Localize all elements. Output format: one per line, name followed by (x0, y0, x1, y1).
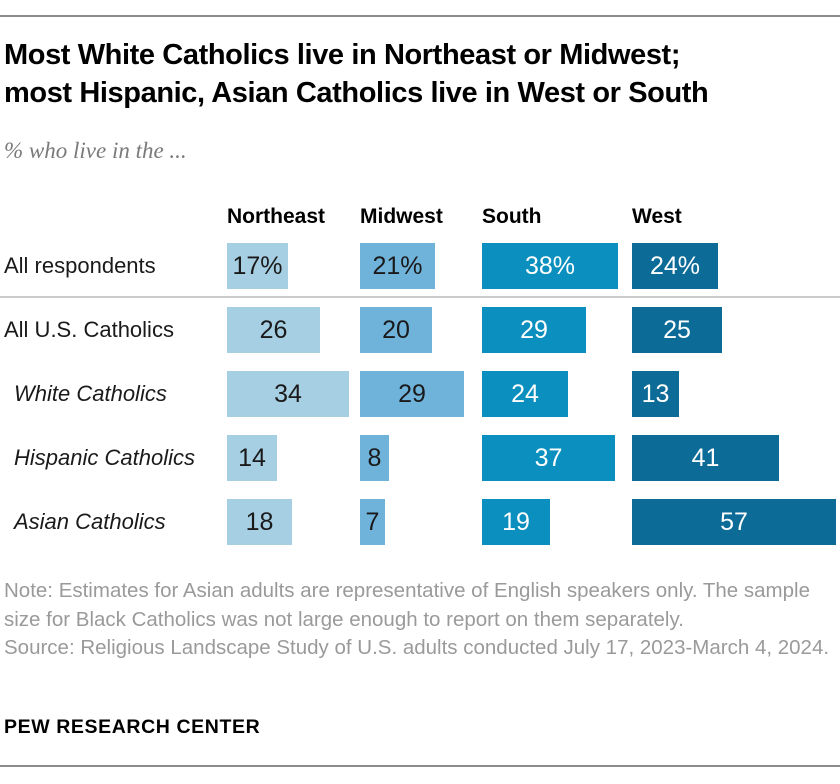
bar-value-label: 34 (274, 379, 302, 408)
column-header-northeast: Northeast (227, 205, 326, 228)
bar-hispanic-catholics-south: 37 (482, 435, 615, 481)
chart-title-line2: most Hispanic, Asian Catholics live in W… (4, 77, 709, 109)
row-label-all-respondents: All respondents (4, 253, 156, 278)
pew-wordmark: PEW RESEARCH CENTER (4, 716, 261, 738)
bar-value-label: 7 (365, 507, 380, 536)
bar-value-label: 29 (398, 379, 426, 408)
row-label-white-catholics: White Catholics (14, 381, 167, 406)
bar-value-label: 29 (520, 315, 548, 344)
bar-value-label: 24 (511, 379, 539, 408)
bar-all-u-s-catholics-midwest: 20 (360, 307, 432, 353)
bar-value-label: 18 (245, 507, 274, 536)
bar-all-u-s-catholics-northeast: 26 (227, 307, 320, 353)
bar-value-label: 25 (663, 315, 691, 344)
bar-value-label: 38% (524, 251, 576, 280)
bar-all-u-s-catholics-south: 29 (482, 307, 586, 353)
bar-hispanic-catholics-northeast: 14 (227, 435, 277, 481)
chart-title: Most White Catholics live in Northeast o… (4, 36, 824, 112)
bottom-divider (0, 765, 840, 767)
bar-white-catholics-northeast: 34 (227, 371, 349, 417)
bar-all-respondents-south: 38% (482, 243, 618, 289)
bar-all-u-s-catholics-west: 25 (632, 307, 722, 353)
row-label-all-u-s-catholics: All U.S. Catholics (4, 317, 174, 342)
bar-value-label: 17% (232, 251, 283, 280)
bar-value-label: 8 (367, 443, 382, 472)
row-label-asian-catholics: Asian Catholics (14, 509, 166, 534)
note-text: Note: Estimates for Asian adults are rep… (4, 579, 810, 631)
bar-asian-catholics-west: 57 (632, 499, 836, 545)
bar-asian-catholics-south: 19 (482, 499, 550, 545)
row-divider (0, 296, 840, 298)
bar-hispanic-catholics-midwest: 8 (360, 435, 389, 481)
source-text: Source: Religious Landscape Study of U.S… (4, 636, 830, 659)
row-label-hispanic-catholics: Hispanic Catholics (14, 445, 195, 470)
bar-value-label: 24% (649, 251, 701, 280)
column-header-south: South (482, 205, 542, 228)
chart-notes: Note: Estimates for Asian adults are rep… (4, 577, 837, 663)
bar-all-respondents-northeast: 17% (227, 243, 288, 289)
bar-all-respondents-midwest: 21% (360, 243, 435, 289)
bar-value-label: 13 (641, 379, 670, 408)
column-header-midwest: Midwest (360, 205, 443, 228)
bar-value-label: 20 (382, 315, 410, 344)
bar-asian-catholics-northeast: 18 (227, 499, 292, 545)
column-header-west: West (632, 205, 682, 228)
bar-value-label: 57 (720, 507, 748, 536)
bar-all-respondents-west: 24% (632, 243, 718, 289)
bar-white-catholics-south: 24 (482, 371, 568, 417)
bar-value-label: 14 (238, 443, 266, 472)
bar-asian-catholics-midwest: 7 (360, 499, 385, 545)
bar-white-catholics-west: 13 (632, 371, 679, 417)
chart-title-line1: Most White Catholics live in Northeast o… (4, 39, 681, 71)
top-divider (0, 15, 840, 17)
bar-white-catholics-midwest: 29 (360, 371, 464, 417)
bar-value-label: 26 (259, 315, 288, 344)
bar-value-label: 21% (372, 251, 423, 280)
bar-value-label: 41 (691, 443, 720, 472)
chart-subtitle: % who live in the ... (4, 138, 187, 163)
bar-value-label: 37 (534, 443, 563, 472)
bar-value-label: 19 (502, 507, 530, 536)
bar-hispanic-catholics-west: 41 (632, 435, 779, 481)
